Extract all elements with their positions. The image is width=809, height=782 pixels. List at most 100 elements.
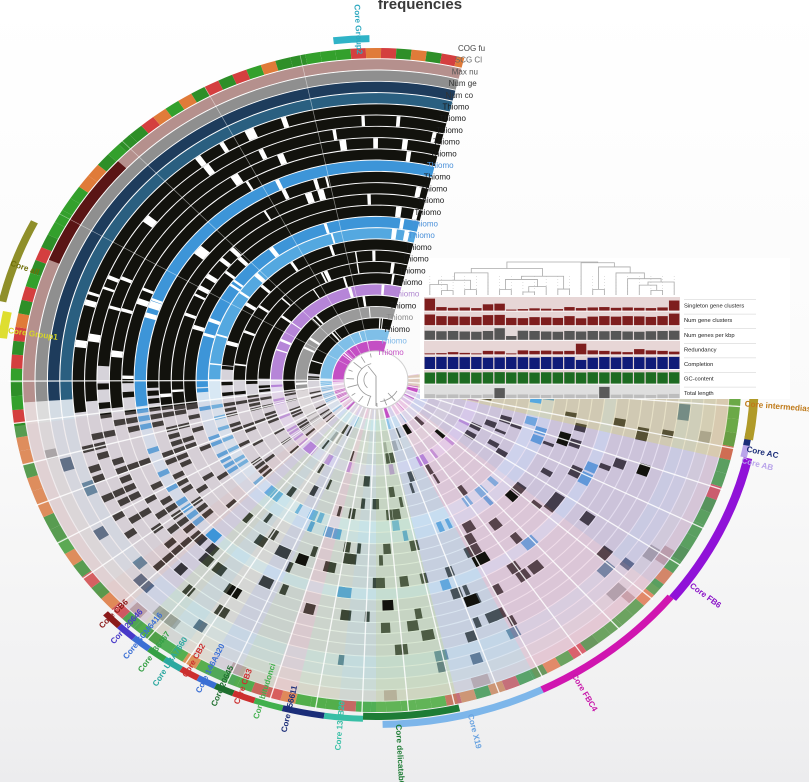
inset-dendrogram-link: [441, 290, 454, 295]
ring-plot[interactable]: [10, 47, 742, 713]
layer-label-17: Thiomo: [405, 243, 432, 252]
bin-arc-core-group2[interactable]: [333, 35, 370, 45]
layer-ring-9[interactable]: [122, 149, 630, 611]
inset-bar: [494, 357, 505, 369]
bin-shade: [337, 407, 376, 713]
inset-bar: [436, 356, 447, 369]
inset-bar: [482, 357, 494, 369]
layer-ring-8[interactable]: [109, 138, 643, 622]
bin-arc-core-fbc4[interactable]: [540, 594, 674, 693]
inset-bar: [634, 331, 645, 340]
inset-bar: [645, 316, 657, 326]
layer-ring-6[interactable]: [85, 115, 667, 645]
inset-bar: [447, 372, 459, 384]
inset-bar: [599, 386, 610, 399]
inset-bar: [506, 353, 517, 355]
inset-bar: [517, 394, 529, 399]
inset-bar: [552, 357, 564, 369]
inset-bar: [657, 372, 668, 384]
bin-arc-core-156611[interactable]: [281, 705, 325, 719]
inset-bar: [494, 303, 505, 311]
bin-arc-core-cb3[interactable]: [232, 690, 256, 704]
layer-ring-2[interactable]: [35, 70, 717, 690]
bin-arc-core-136467[interactable]: [147, 646, 167, 662]
bin-arc-core-x19[interactable]: [382, 686, 544, 728]
inset-dendrogram-link: [506, 261, 599, 269]
bin-markers[interactable]: [0, 35, 759, 728]
layer-ring-4[interactable]: [60, 93, 692, 667]
bin-arc-core-scm6416[interactable]: [131, 635, 151, 652]
inset-bar: [459, 394, 470, 399]
layer-ring-19[interactable]: [246, 261, 506, 499]
bin-label-core-136b20[interactable]: Core 136B20: [333, 700, 346, 751]
bin-arc-core-20645[interactable]: [214, 683, 235, 696]
layer-ring-11[interactable]: [146, 171, 605, 589]
layer-label-0: COG fu: [458, 44, 485, 53]
inset-bar: [634, 349, 645, 355]
bin-arc-core-20646[interactable]: [117, 623, 136, 641]
bin-label-core-fb6[interactable]: Core FB6: [688, 581, 723, 610]
inset-bar: [622, 316, 633, 326]
inset-bar: [575, 394, 587, 399]
inset-bar: [447, 316, 459, 326]
layer-label-13: Thiomo: [418, 196, 445, 205]
inset-bar: [494, 388, 505, 399]
bin-label-core-x19[interactable]: Core X19: [466, 713, 483, 750]
inset-bar: [482, 304, 494, 311]
bin-shade: [14, 383, 353, 594]
inset-bar: [634, 394, 645, 399]
layer-label-2: Max nu: [452, 67, 478, 76]
inset-bar: [459, 307, 470, 311]
bin-arc-core-146a320[interactable]: [196, 675, 217, 689]
inset-bar: [471, 394, 482, 399]
inset-bar: [447, 352, 459, 355]
inset-bar: [552, 351, 564, 355]
bin-shade: [389, 397, 660, 679]
bin-shade: [382, 405, 537, 704]
inset-bar: [668, 351, 680, 355]
layer-ring-18[interactable]: [233, 250, 519, 510]
gene-cluster-block: [471, 551, 491, 568]
bin-arc-core-fb6[interactable]: [669, 457, 753, 601]
genome-stats-inset[interactable]: Singleton gene clusters Num gene clusters…: [420, 258, 790, 399]
inset-bar: [552, 372, 564, 384]
layer-label-7: Thiomo: [436, 126, 463, 135]
inset-bar: [540, 308, 552, 311]
layer-ring-12[interactable]: [159, 183, 593, 577]
inset-bar: [599, 307, 610, 311]
layer-label-24: Thiomo: [383, 325, 410, 334]
bin-arc-core-cb6[interactable]: [103, 611, 122, 629]
bin-label-core-group2[interactable]: Core Group2: [352, 4, 364, 55]
inset-bar: [517, 309, 529, 311]
inset-bar: [529, 308, 540, 311]
inset-bar: [564, 350, 575, 355]
gene-cluster-block: [434, 428, 446, 439]
bin-arc-core-bitudonci[interactable]: [253, 697, 284, 712]
inset-bar: [424, 394, 436, 399]
inset-bar: [575, 331, 587, 340]
bin-arc-core-cb2[interactable]: [179, 666, 200, 681]
layer-ring-16[interactable]: [209, 228, 544, 532]
bin-arc-core-group1[interactable]: [0, 311, 12, 339]
inset-bar: [610, 394, 622, 399]
inset-bar: [540, 394, 552, 399]
bin-arc-core-all[interactable]: [0, 220, 38, 303]
bin-arc-core-136b20[interactable]: [323, 712, 364, 722]
bin-arc-core-ab[interactable]: [740, 444, 750, 458]
inset-bar: [529, 357, 540, 369]
inset-bar: [575, 359, 587, 369]
bin-label-core-fbc4[interactable]: Core FBC4: [570, 672, 600, 713]
inset-bar: [447, 330, 459, 340]
inset-bar: [459, 352, 470, 355]
layer-ring-10[interactable]: [134, 160, 618, 600]
layer-ring-14[interactable]: [184, 205, 568, 555]
bin-arc-core-uba7660[interactable]: [162, 656, 183, 672]
inset-bar: [517, 372, 529, 384]
bin-label-core-delicatab6[interactable]: Core delicatab6: [394, 724, 406, 782]
layer-ring-13[interactable]: [171, 194, 581, 566]
layer-ring-15[interactable]: [196, 216, 556, 544]
bin-arc-core-delicatab6[interactable]: [362, 704, 461, 721]
inset-bar: [645, 357, 657, 369]
layer-label-12: Thiomo: [421, 184, 448, 193]
